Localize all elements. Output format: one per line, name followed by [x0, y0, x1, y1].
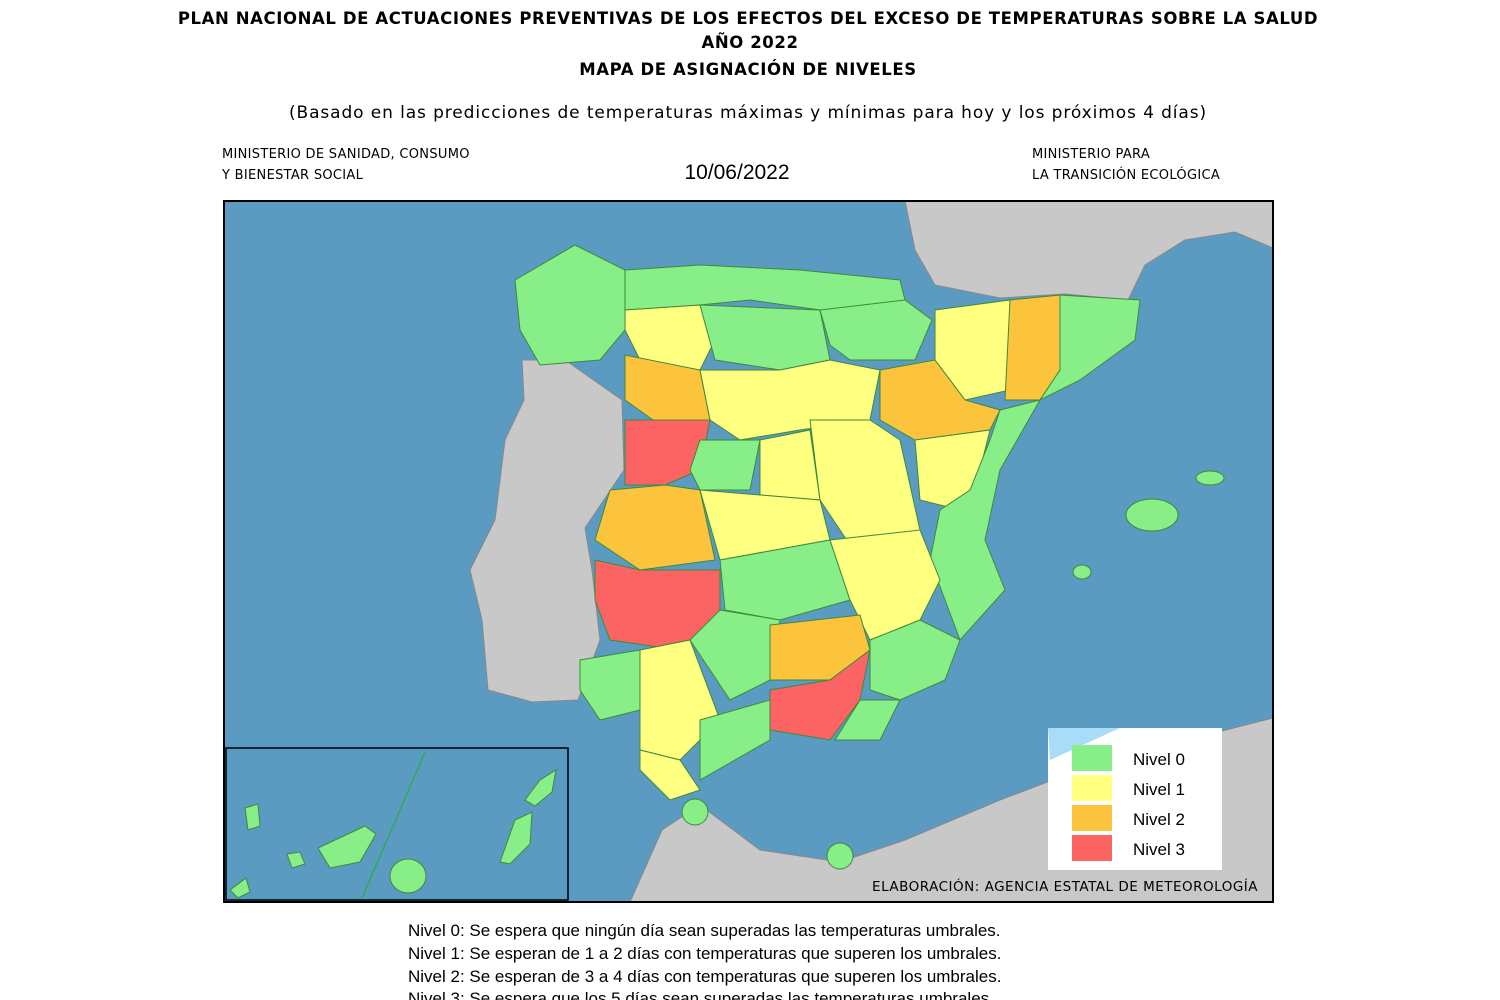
province: [317, 825, 377, 869]
year: AÑO 2022: [701, 33, 798, 52]
legend-swatch: [1072, 805, 1112, 831]
province: [699, 489, 831, 561]
level-description: Nivel 2: Se esperan de 3 a 4 días con te…: [408, 967, 1001, 986]
province: [879, 359, 1001, 441]
provinces: [514, 244, 1225, 870]
province: [819, 299, 933, 361]
level-description: Nivel 1: Se esperan de 1 a 2 días con te…: [408, 944, 1001, 963]
level-description: Nivel 0: Se espera que ningún día sean s…: [408, 921, 1001, 940]
province: [229, 877, 251, 899]
canary-inset: [225, 747, 569, 901]
province: [834, 699, 901, 741]
map: Nivel 0 Nivel 1 Nivel 2 Nivel 3 ELABORACIÓN…: [223, 200, 1274, 903]
province: [759, 429, 821, 501]
ministry-right: MINISTERIO PARA: [1032, 147, 1150, 162]
province: [579, 649, 641, 721]
province: [524, 768, 557, 807]
inset-divider: [361, 751, 426, 899]
province: [699, 699, 771, 781]
province: [1125, 498, 1179, 532]
province: [699, 304, 831, 371]
province: [514, 244, 626, 366]
subtitle: MAPA DE ASIGNACIÓN DE NIVELES: [579, 60, 917, 79]
legend-swatch: [1072, 775, 1112, 801]
legend-label: Nivel 2: [1133, 810, 1185, 829]
province: [594, 484, 716, 571]
ministry-left: Y BIENESTAR SOCIAL: [221, 168, 364, 183]
date: 10/06/2022: [684, 161, 789, 184]
title: PLAN NACIONAL DE ACTUACIONES PREVENTIVAS…: [178, 9, 1318, 28]
ministry-left: MINISTERIO DE SANIDAD, CONSUMO: [222, 147, 470, 162]
legend-label: Nivel 3: [1133, 840, 1185, 859]
province: [639, 749, 701, 801]
province: [624, 419, 711, 486]
map-frame: [223, 200, 1274, 903]
legend-swatch: [1072, 835, 1112, 861]
legend-swatch: [1072, 745, 1112, 771]
legend: Nivel 0 Nivel 1 Nivel 2 Nivel 3: [1072, 745, 1185, 861]
province: [244, 803, 261, 831]
province: [1038, 294, 1141, 402]
province: [286, 851, 306, 869]
province: [826, 842, 854, 870]
ministry-right: LA TRANSICIÓN ECOLÓGICA: [1032, 167, 1220, 183]
province: [681, 798, 709, 826]
province: [389, 858, 427, 894]
province: [934, 299, 1011, 401]
portugal: [469, 359, 625, 703]
legend-label: Nivel 1: [1133, 780, 1185, 799]
province: [499, 811, 533, 865]
province: [1072, 564, 1092, 580]
legend-label: Nivel 0: [1133, 750, 1185, 769]
level-description: Nivel 3: Se espera que los 5 días sean s…: [408, 989, 994, 1000]
province: [689, 439, 761, 491]
province: [1195, 470, 1225, 486]
credit: ELABORACIÓN: AGENCIA ESTATAL DE METEOROL…: [872, 877, 1258, 895]
legend-corner: [1048, 728, 1120, 760]
province: [719, 539, 851, 621]
note: (Basado en las predicciones de temperatu…: [289, 103, 1207, 123]
